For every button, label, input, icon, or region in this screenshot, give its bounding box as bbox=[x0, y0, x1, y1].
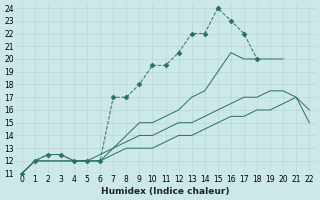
X-axis label: Humidex (Indice chaleur): Humidex (Indice chaleur) bbox=[101, 187, 230, 196]
